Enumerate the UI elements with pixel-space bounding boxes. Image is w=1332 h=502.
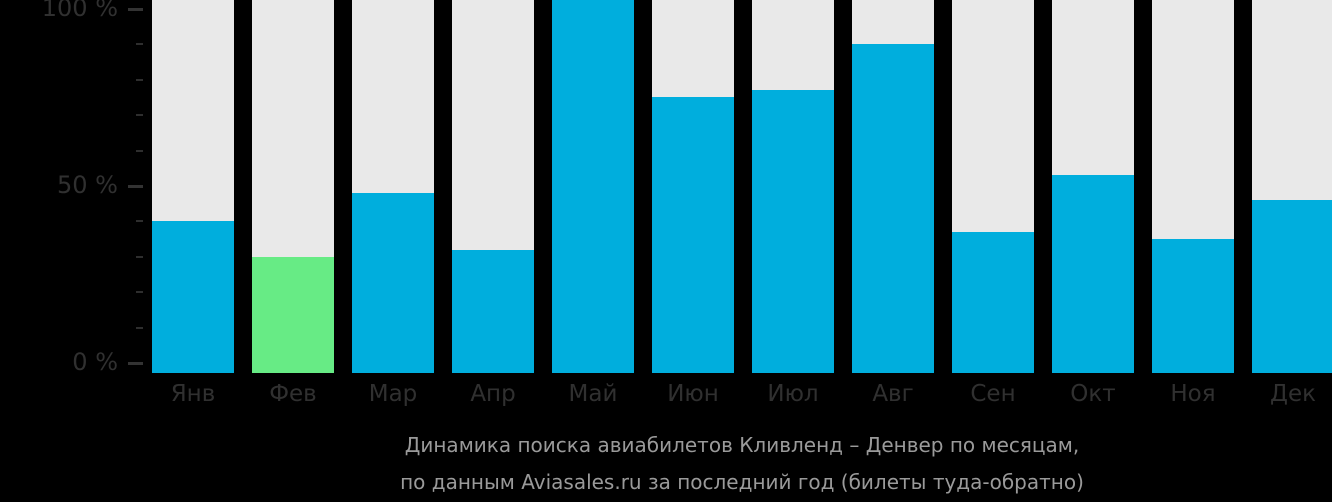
month-label: Ноя bbox=[1170, 381, 1216, 407]
y-axis-major-tick bbox=[128, 185, 143, 188]
chart-caption: Динамика поиска авиабилетов Кливленд – Д… bbox=[152, 427, 1332, 501]
y-axis-major-tick bbox=[128, 362, 143, 365]
bar-column[interactable] bbox=[1252, 0, 1332, 373]
month-label: Дек bbox=[1269, 381, 1316, 407]
bar[interactable] bbox=[1052, 175, 1134, 373]
month-label: Окт bbox=[1070, 381, 1116, 407]
bar-column[interactable] bbox=[252, 0, 334, 373]
bar-column[interactable] bbox=[552, 0, 634, 373]
bar[interactable] bbox=[152, 221, 234, 373]
y-axis-minor-tick bbox=[136, 220, 143, 222]
month-label: Янв bbox=[170, 381, 216, 407]
y-axis-minor-tick bbox=[136, 114, 143, 116]
y-axis-label: 100 % bbox=[41, 0, 118, 22]
bar-column[interactable] bbox=[1152, 0, 1234, 373]
bar[interactable] bbox=[1252, 200, 1332, 373]
month-label: Мар bbox=[368, 381, 418, 407]
y-axis-minor-tick bbox=[136, 327, 143, 329]
y-axis-minor-tick bbox=[136, 291, 143, 293]
bar[interactable] bbox=[652, 97, 734, 373]
bar[interactable] bbox=[752, 90, 834, 373]
chart-title: Динамика поиска авиабилетов Кливленд – Д… bbox=[404, 433, 1080, 457]
month-label: Фев bbox=[269, 381, 317, 407]
month-label: Июл bbox=[767, 381, 819, 407]
bar-column[interactable] bbox=[152, 0, 234, 373]
bar[interactable] bbox=[552, 0, 634, 373]
y-axis-major-tick bbox=[128, 8, 143, 11]
bar[interactable] bbox=[952, 232, 1034, 373]
month-label: Июн bbox=[667, 381, 719, 407]
bar[interactable] bbox=[852, 44, 934, 373]
bar-column[interactable] bbox=[652, 0, 734, 373]
y-axis-label: 0 % bbox=[72, 347, 118, 376]
y-axis-label: 50 % bbox=[57, 170, 118, 199]
bar-column[interactable] bbox=[752, 0, 834, 373]
bar[interactable] bbox=[252, 257, 334, 373]
bar[interactable] bbox=[352, 193, 434, 373]
bar-column[interactable] bbox=[1052, 0, 1134, 373]
bar[interactable] bbox=[1152, 239, 1234, 373]
chart-subtitle: по данным Aviasales.ru за последний год … bbox=[400, 470, 1084, 494]
y-axis-minor-tick bbox=[136, 256, 143, 258]
month-label: Май bbox=[568, 381, 618, 407]
month-label: Апр bbox=[470, 381, 516, 407]
bar[interactable] bbox=[452, 250, 534, 373]
bar-column[interactable] bbox=[852, 0, 934, 373]
bar-column[interactable] bbox=[452, 0, 534, 373]
bar-column[interactable] bbox=[352, 0, 434, 373]
plot-area: Янв Фев Мар Апр Май Июн Июл Авг Сен Окт Ноя Дек bbox=[152, 0, 1332, 407]
bar-column[interactable] bbox=[952, 0, 1034, 373]
month-label: Авг bbox=[872, 381, 914, 407]
y-axis: 100 % 50 % 0 % bbox=[0, 0, 152, 376]
y-axis-minor-tick bbox=[136, 79, 143, 81]
y-axis-minor-tick bbox=[136, 43, 143, 45]
y-axis-minor-tick bbox=[136, 150, 143, 152]
month-label: Сен bbox=[970, 381, 1016, 407]
